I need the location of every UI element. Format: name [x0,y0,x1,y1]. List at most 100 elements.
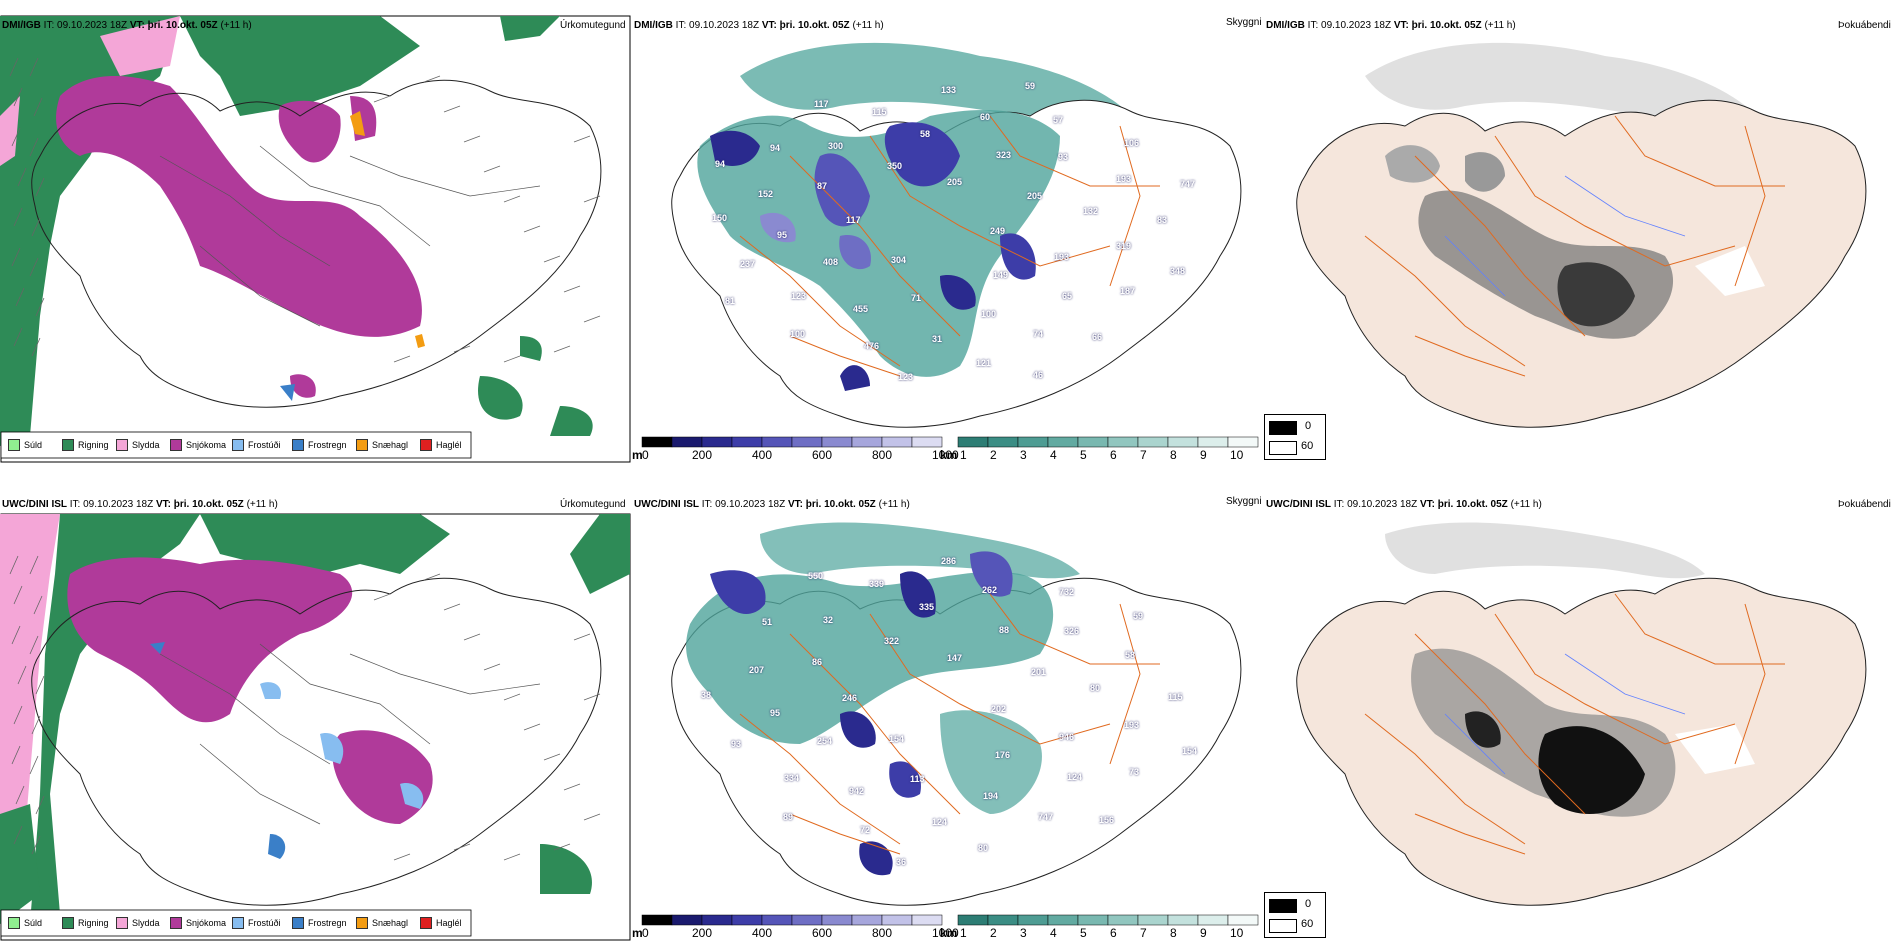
panel-title-fog: Þokuábendi [1838,20,1891,31]
visibility-panel-bottom [671,522,1242,906]
colorbar-tick: 400 [752,926,773,940]
legend-item: Haglél [420,917,462,929]
visibility-point-label: 732 [1059,587,1075,597]
visibility-point-label: 747 [1180,179,1196,189]
colorbar-segment [911,436,943,448]
visibility-point-label: 132 [1083,206,1099,216]
colorbar-segment [821,914,853,926]
visibility-point-label: 106 [1124,138,1140,148]
visibility-point-label: 60 [980,112,991,122]
colorbar-segment [671,914,703,926]
legend-item: Frostúði [232,439,281,451]
fog-panel-top [1265,36,1895,446]
visibility-point-label: 115 [872,107,887,117]
colorbar-tick: 1000 [932,448,959,462]
visibility-point-label: 249 [990,226,1006,236]
colorbar-tick: 9 [1200,448,1207,462]
fog-swatch-high [1269,899,1297,913]
visibility-point-label: 80 [1090,683,1101,693]
colorbar-tick: 10 [1230,448,1244,462]
visibility-point-label: 176 [995,750,1011,760]
visibility-point-label: 93 [1058,152,1069,162]
legend-item: Snæhagl [356,917,408,929]
legend-swatch [8,439,20,451]
visibility-point-label: 286 [941,556,957,566]
panel-title-fog: Þokuábendi [1838,499,1891,510]
visibility-point-label: 202 [991,704,1007,714]
visibility-point-label: 300 [828,141,844,151]
visibility-point-label: 117 [814,99,829,109]
colorbar-segment [641,914,673,926]
colorbar-segment [701,436,733,448]
visibility-point-label: 58 [920,129,931,139]
legend-label: Rigning [78,918,109,928]
visibility-point-label: 322 [884,636,900,646]
visibility-point-label: 304 [891,255,907,265]
colorbar-unit-m: m [632,448,643,462]
colorbar-segment [1017,914,1049,926]
legend-label: Frostúði [248,440,281,450]
legend-swatch [420,917,432,929]
visibility-point-label: 65 [1062,291,1073,301]
colorbar-tick: 8 [1170,448,1177,462]
colorbar-segment [1047,436,1079,448]
legend-swatch [170,439,182,451]
colorbar-segment [911,914,943,926]
visibility-point-label: 193 [1116,174,1132,184]
visibility-point-label: 193 [1054,252,1070,262]
colorbar-tick: 800 [872,448,893,462]
visibility-point-label: 124 [932,817,948,827]
visibility-point-label: 319 [1116,241,1132,251]
legend-label: Frostregn [308,440,347,450]
colorbar-tick: 5 [1080,926,1087,940]
panel-title-visibility: Skyggni [1226,496,1262,507]
colorbar-segment [1227,436,1259,448]
colorbar-tick: 200 [692,448,713,462]
colorbar-tick: 3 [1020,926,1027,940]
panel-header: DMI/IGB IT: 09.10.2023 18Z VT: þri. 10.o… [634,20,884,31]
colorbar-tick: 8 [1170,926,1177,940]
colorbar-tick: 800 [872,926,893,940]
visibility-point-label: 205 [947,177,963,187]
fog-label-high: 0 [1305,898,1312,910]
colorbar-segment [1167,436,1199,448]
visibility-point-label: 123 [791,291,807,301]
colorbar-segment [821,436,853,448]
visibility-point-label: 66 [1092,332,1103,342]
colorbar-segment [1047,914,1079,926]
visibility-point-label: 156 [1099,815,1115,825]
colorbar-segment [1137,914,1169,926]
colorbar-tick: 6 [1110,448,1117,462]
legend-item: Slydda [116,439,160,451]
colorbar-tick: 7 [1140,448,1147,462]
fog-swatch-high [1269,421,1297,435]
colorbar-tick: 600 [812,926,833,940]
visibility-point-label: 115 [1168,692,1183,702]
colorbar-tick: 2 [990,448,997,462]
visibility-point-label: 72 [860,825,871,835]
legend-item: Snjókoma [170,917,226,929]
visibility-colorbar-top [641,436,1259,448]
panel-header: UWC/DINI ISL IT: 09.10.2023 18Z VT: þri.… [2,499,278,510]
legend-swatch [62,439,74,451]
legend-label: Frostúði [248,918,281,928]
visibility-point-label: 86 [812,657,823,667]
legend-label: Snjókoma [186,440,227,450]
visibility-point-label: 51 [762,617,773,627]
colorbar-segment [957,436,989,448]
colorbar-segment [1107,914,1139,926]
colorbar-tick: 200 [692,926,713,940]
colorbar-segment [1137,436,1169,448]
legend-label: Frostregn [308,918,347,928]
visibility-point-label: 350 [887,161,903,171]
colorbar-segment [731,436,763,448]
colorbar-tick: 9 [1200,926,1207,940]
panel-header: DMI/IGB IT: 09.10.2023 18Z VT: þri. 10.o… [1266,20,1516,31]
fog-panel-bottom [1265,514,1895,924]
colorbar-segment [851,436,883,448]
colorbar-tick: 2 [990,926,997,940]
visibility-point-label: 262 [982,585,998,595]
visibility-point-label: 38 [701,690,712,700]
visibility-point-label: 339 [869,579,885,589]
legend-item: Rigning [62,917,109,929]
